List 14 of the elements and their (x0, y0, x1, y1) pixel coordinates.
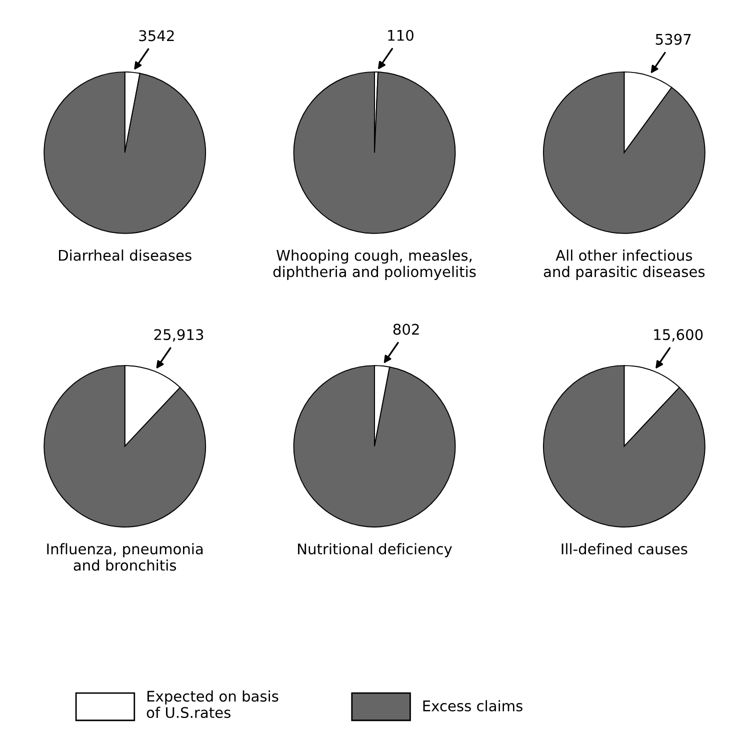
legend-label: Excess claims (423, 700, 522, 712)
text: 110 (388, 30, 414, 41)
text: Influenza, pneumonia and bronchitis (47, 543, 203, 571)
text: Diarrheal diseases (59, 250, 192, 261)
text: 5397 (656, 34, 691, 45)
text: 25,913 (154, 329, 204, 342)
legend-label: Expected on basis of U.S.rates (146, 690, 278, 718)
text: Ill-defined causes (562, 543, 688, 554)
text: 802 (393, 324, 419, 335)
text: Whooping cough, measles, diphtheria and poliomyelitis (273, 250, 476, 280)
text: Nutritional deficiency (298, 543, 452, 558)
text: 15,600 (654, 329, 703, 342)
text: 3542 (139, 30, 174, 42)
text: All other infectious and parasitic diseases (544, 250, 705, 280)
